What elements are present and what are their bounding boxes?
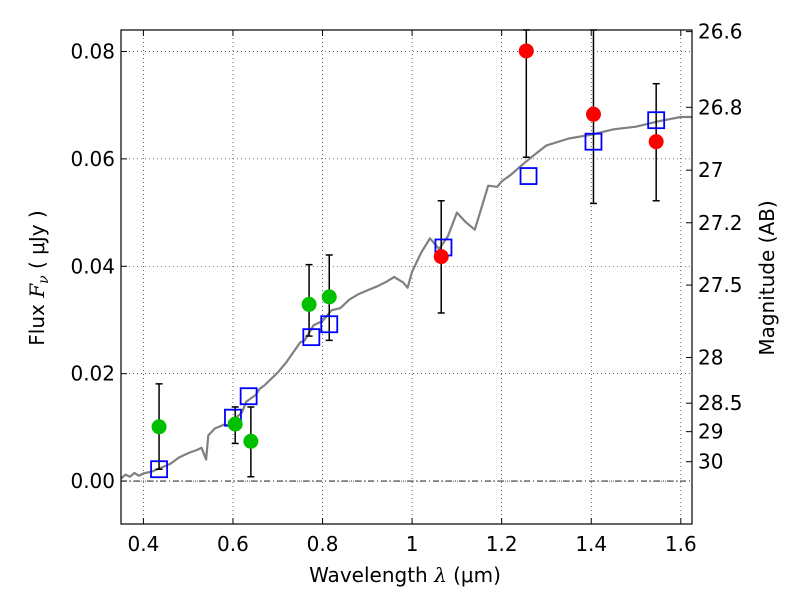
mag-tick-label: 28.5: [698, 391, 743, 415]
y-ticks: 0.00 0.02 0.04 0.06 0.08: [70, 39, 127, 493]
y-axis-label: Flux Fν ( μJy ): [25, 210, 52, 345]
mag-tick-label: 28: [698, 346, 723, 370]
mag-tick-label: 27: [698, 158, 723, 182]
model-flux-square: [584, 132, 603, 151]
mag-tick-label: 26.6: [698, 20, 743, 44]
model-flux-square: [519, 167, 538, 185]
green-data-point: [151, 419, 167, 435]
green-data-point: [321, 289, 337, 305]
mag-tick-label: 27.5: [698, 273, 743, 297]
mag-tick-label: 30: [698, 450, 723, 474]
y-tick-label: 0.02: [70, 362, 115, 386]
x-axis-label: Wavelength λ (μm): [309, 563, 501, 587]
plot-frame: [120, 29, 693, 525]
x-ticks: 0.4 0.6 0.8 1 1.2 1.4 1.6: [127, 30, 697, 556]
mag-tick-label: 26.8: [698, 95, 743, 119]
y-tick-label: 0.06: [70, 147, 115, 171]
mag-ticks: 26.6 26.8 27 27.2 27.5 28 28.5 29 30: [686, 20, 743, 474]
x-tick-label: 0.6: [217, 532, 249, 556]
mag-tick-label: 27.2: [698, 211, 743, 235]
x-tick-label: 0.8: [307, 532, 339, 556]
x-tick-label: 0.4: [127, 532, 159, 556]
red-data-point: [433, 249, 449, 265]
red-data-point: [648, 134, 664, 150]
x-tick-label: 1.4: [575, 532, 607, 556]
model-flux-square: [320, 315, 339, 334]
model-flux-square: [150, 460, 168, 479]
spectrum-line-group: [120, 115, 692, 480]
x-tick-label: 1.6: [665, 532, 697, 556]
x-tick-label: 1: [406, 532, 419, 556]
spectrum-line: [120, 115, 692, 480]
y-tick-label: 0.00: [70, 469, 115, 493]
model-flux-square: [239, 387, 258, 406]
y-tick-label: 0.08: [70, 39, 115, 63]
model-flux-square: [647, 111, 666, 130]
mag-tick-label: 29: [698, 420, 723, 444]
x-tick-label: 1.2: [486, 532, 518, 556]
green-data-point: [227, 416, 243, 432]
green-data-point: [301, 296, 317, 312]
marker-group: [150, 43, 666, 479]
green-data-point: [243, 433, 259, 449]
red-data-point: [518, 43, 534, 59]
magnitude-axis-label: Magnitude (AB): [755, 200, 779, 355]
red-data-point: [585, 106, 601, 122]
y-tick-label: 0.04: [70, 254, 115, 278]
model-flux-square: [302, 328, 321, 347]
